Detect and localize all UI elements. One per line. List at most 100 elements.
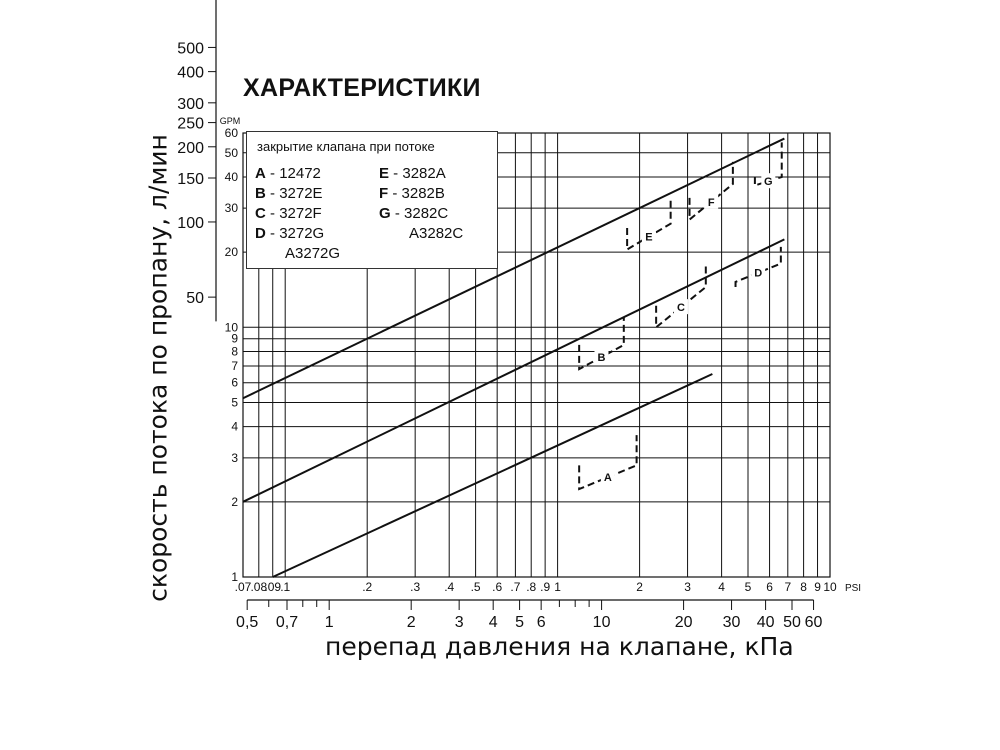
legend-item: B - 3272E [255,185,323,202]
x-tick-label-kpa: 2 [407,614,416,631]
x-tick-label-psi: .7 [510,580,520,594]
page-title: ХАРАКТЕРИСТИКИ [243,74,481,102]
y-tick-label-gpm: 50 [225,146,239,160]
legend-item-model: 3282C [404,205,449,222]
x-tick-label-psi: .4 [444,580,454,594]
legend-item-separator: - [389,165,403,182]
x-tick-label-psi: .5 [471,580,481,594]
x-tick-label-kpa: 50 [783,614,801,631]
legend-item-separator: - [265,165,280,182]
closing-zone-label: B [598,352,606,364]
x-tick-label-psi: 6 [766,580,773,594]
y-tick-label-lpm: 200 [177,140,204,157]
x-tick-label-kpa: 40 [757,614,775,631]
legend-item-key: E [379,165,390,182]
y-tick-label-gpm: 10 [225,320,239,334]
x-tick-label-psi: 1 [554,580,561,594]
legend-box: закрытие клапана при потоке A - 12472 B -… [246,131,498,269]
x-tick-label-psi: 7 [784,580,791,594]
x-tick-label-kpa: 4 [489,614,498,631]
y-tick-label-gpm: 4 [231,420,238,434]
legend-item-extra-model: A3282C [409,225,464,242]
x-tick-label-psi: 5 [745,580,752,594]
x-tick-label-kpa: 6 [537,614,546,631]
x-tick-label-psi: 8 [800,580,807,594]
x-tick-label-psi: 4 [718,580,725,594]
y-tick-label-gpm: 7 [231,359,238,373]
legend-item: G - 3282C [379,205,448,222]
y-tick-label-lpm: 250 [177,116,204,133]
closing-zone-label-bg [704,193,719,209]
legend-item-separator: - [265,185,280,202]
x-unit-label: PSI [845,583,861,594]
y-tick-label-gpm: 40 [225,170,239,184]
closing-zone-label: D [754,268,762,280]
y-tick-label-gpm: 9 [231,332,238,346]
legend-item-extra-model: A3272G [285,245,341,262]
closing-zone-label: C [677,302,685,314]
legend-item: C - 3272F [255,205,322,222]
flow-capacity-line [272,373,713,578]
legend-item-model: 3272F [279,205,322,222]
legend-item-model: 3272E [279,185,323,202]
y-tick-label-gpm: 3 [231,451,238,465]
x-tick-label-psi: .3 [410,580,420,594]
closing-zone-label-bg [761,173,776,189]
y-tick-label-lpm: 100 [177,215,204,232]
y-tick-label-gpm: 1 [231,570,238,584]
x-tick-label-psi: .07 [235,580,252,594]
legend-item-model: 12472 [279,165,321,182]
y-unit-label: GPM [220,116,241,126]
x-tick-label-psi: .1 [280,580,290,594]
y-tick-label-gpm: 2 [231,495,238,509]
legend-item: E - 3282A [379,165,446,182]
legend-item-key: A [255,165,266,182]
x-tick-label-psi: 10 [823,580,837,594]
x-tick-label-kpa: 20 [675,614,693,631]
y-tick-label-lpm: 50 [186,290,204,307]
y-tick-label-gpm: 30 [225,201,239,215]
y-tick-label-lpm: 150 [177,171,204,188]
closing-zone-bracket [655,264,707,330]
closing-zone-bracket [688,161,734,222]
closing-zone-label: E [645,232,652,244]
closing-zone-label-bg [673,299,688,315]
x-tick-label-psi: 3 [684,580,691,594]
y-tick-label-gpm: 20 [225,245,239,259]
closing-zone-label: F [708,197,715,209]
legend-item: A - 12472 [255,165,321,182]
chart-closing-zones: A B C D E F G [578,142,783,491]
x-tick-label-psi: 2 [636,580,643,594]
chart-series [242,137,785,578]
x-tick-label-psi: .08 [250,580,267,594]
y-axis-label: скорость потока по пропану, л/мин [143,134,173,602]
legend-item-model: 3282A [402,165,446,182]
x-tick-label-kpa: 0,7 [276,614,298,631]
closing-zone-label-bg [600,469,615,485]
legend-item-key: F [379,185,389,202]
legend-item-separator: - [265,225,280,242]
legend-item-key: D [255,225,266,242]
x-tick-label-kpa: 0,5 [236,614,258,631]
closing-zone-label-bg [641,228,656,244]
legend-item-key: B [255,185,266,202]
legend-item-model: 3282B [401,185,445,202]
flow-capacity-line [242,137,785,400]
y-tick-label-gpm: 60 [225,126,239,140]
legend-item-model: 3272G [279,225,325,242]
legend-item-key: G [379,205,391,222]
legend-item: F - 3282B [379,185,445,202]
x-tick-label-kpa: 30 [723,614,741,631]
x-tick-label-psi: .9 [540,580,550,594]
x-tick-label-kpa: 5 [515,614,524,631]
x-axis-label: перепад давления на клапане, кПа [325,632,794,661]
legend-title: закрытие клапана при потоке [257,139,435,154]
x-tick-label-kpa: 10 [593,614,611,631]
closing-zone-label-bg [751,264,766,280]
closing-zone-label: G [764,176,773,188]
closing-zone-label: A [604,472,612,484]
x-tick-label-kpa: 60 [805,614,823,631]
legend-item-separator: - [388,185,402,202]
x-tick-label-psi: .8 [526,580,536,594]
closing-zone-bracket [734,246,782,288]
